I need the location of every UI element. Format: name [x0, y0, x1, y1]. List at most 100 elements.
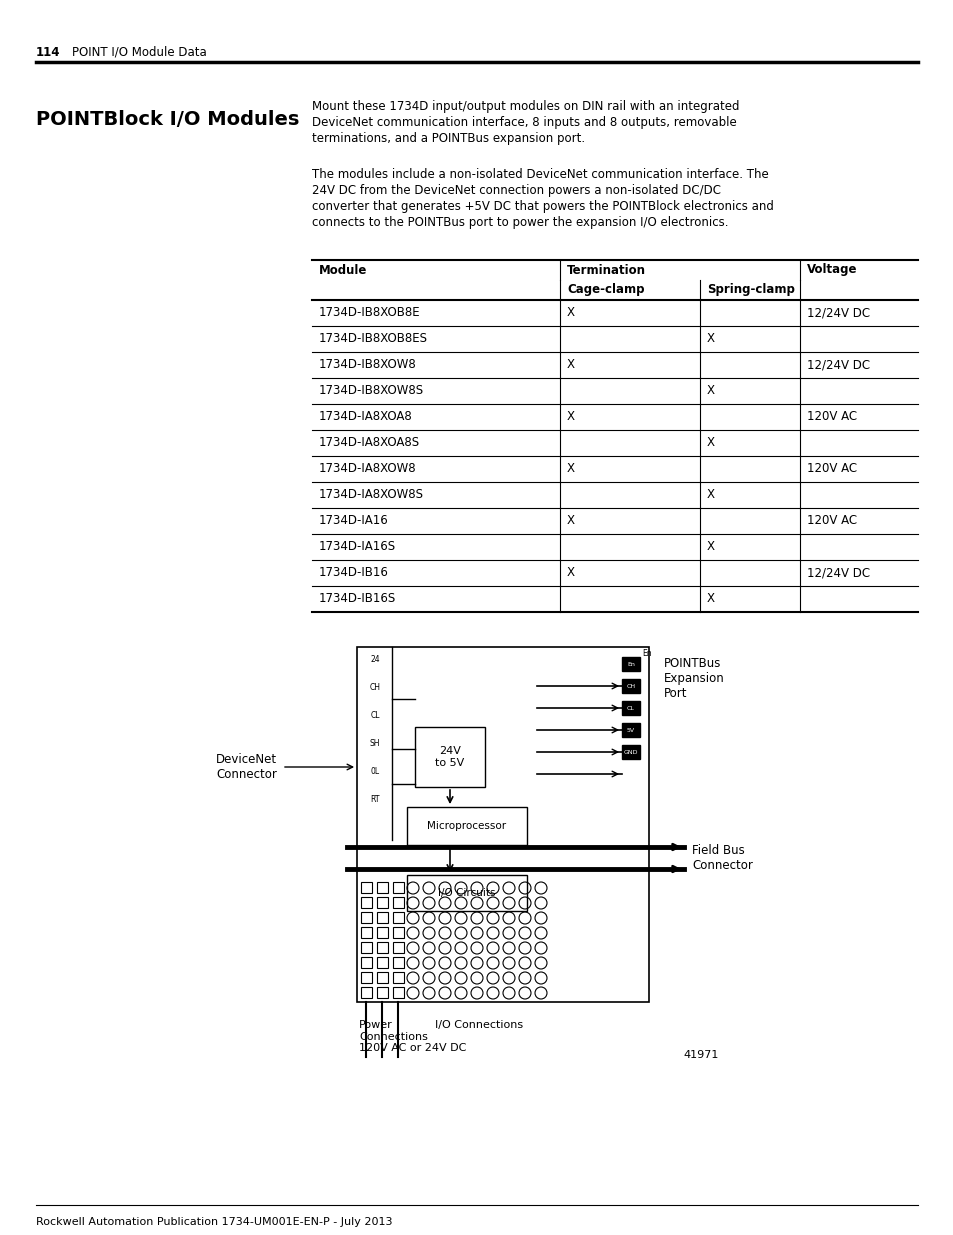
- Text: POINTBlock I/O Modules: POINTBlock I/O Modules: [36, 110, 299, 128]
- Text: 120V AC: 120V AC: [806, 515, 856, 527]
- Text: I/O Circuits: I/O Circuits: [437, 888, 496, 898]
- Bar: [356, 647, 648, 1002]
- Text: 1734D-IA8XOA8S: 1734D-IA8XOA8S: [318, 436, 419, 450]
- Text: Module: Module: [318, 263, 367, 277]
- Text: 1734D-IB8XOB8E: 1734D-IB8XOB8E: [318, 306, 420, 320]
- Text: CL: CL: [626, 705, 635, 710]
- Text: Mount these 1734D input/output modules on DIN rail with an integrated: Mount these 1734D input/output modules o…: [312, 100, 739, 112]
- Bar: [393, 882, 403, 893]
- Bar: [376, 987, 388, 998]
- Text: 1734D-IB8XOW8: 1734D-IB8XOW8: [318, 358, 416, 372]
- Text: 1734D-IA8XOW8S: 1734D-IA8XOW8S: [318, 489, 423, 501]
- Bar: [360, 897, 372, 908]
- Text: X: X: [566, 358, 575, 372]
- Text: X: X: [706, 541, 714, 553]
- Bar: [621, 657, 639, 671]
- Text: 1734D-IB16S: 1734D-IB16S: [318, 593, 395, 605]
- Bar: [360, 972, 372, 983]
- Bar: [376, 942, 388, 953]
- Bar: [360, 927, 372, 939]
- Circle shape: [366, 678, 384, 697]
- Text: 1734D-IA16S: 1734D-IA16S: [318, 541, 395, 553]
- Text: SH: SH: [370, 739, 380, 747]
- Bar: [393, 911, 403, 923]
- Text: CH: CH: [626, 683, 635, 688]
- Text: Rockwell Automation Publication 1734-UM001E-EN-P - July 2013: Rockwell Automation Publication 1734-UM0…: [36, 1216, 392, 1228]
- Bar: [393, 987, 403, 998]
- Text: CL: CL: [370, 710, 379, 720]
- Text: Microprocessor: Microprocessor: [427, 821, 506, 831]
- Text: Voltage: Voltage: [806, 263, 857, 277]
- Text: 5V: 5V: [626, 727, 635, 732]
- Bar: [621, 679, 639, 693]
- Bar: [376, 927, 388, 939]
- Text: I/O Connections: I/O Connections: [435, 1020, 522, 1030]
- Text: terminations, and a POINTBus expansion port.: terminations, and a POINTBus expansion p…: [312, 132, 584, 144]
- Text: X: X: [566, 410, 575, 424]
- Bar: [376, 882, 388, 893]
- Bar: [360, 987, 372, 998]
- Bar: [376, 897, 388, 908]
- Text: 41971: 41971: [683, 1050, 719, 1060]
- Text: 12/24V DC: 12/24V DC: [806, 358, 869, 372]
- Text: X: X: [706, 593, 714, 605]
- Bar: [360, 882, 372, 893]
- Text: X: X: [566, 306, 575, 320]
- Bar: [393, 957, 403, 968]
- Bar: [393, 942, 403, 953]
- Text: 1734D-IA8XOA8: 1734D-IA8XOA8: [318, 410, 413, 424]
- Text: Cage-clamp: Cage-clamp: [566, 284, 644, 296]
- Text: POINT I/O Module Data: POINT I/O Module Data: [71, 46, 207, 58]
- Text: X: X: [706, 436, 714, 450]
- Text: Termination: Termination: [566, 263, 645, 277]
- Text: DeviceNet communication interface, 8 inputs and 8 outputs, removable: DeviceNet communication interface, 8 inp…: [312, 116, 736, 128]
- Bar: [393, 927, 403, 939]
- Circle shape: [366, 734, 384, 752]
- Text: 1734D-IA16: 1734D-IA16: [318, 515, 388, 527]
- Circle shape: [366, 650, 384, 668]
- Text: CH: CH: [369, 683, 380, 692]
- Bar: [621, 722, 639, 737]
- Text: connects to the POINTBus port to power the expansion I/O electronics.: connects to the POINTBus port to power t…: [312, 216, 728, 228]
- Bar: [360, 911, 372, 923]
- Text: X: X: [706, 332, 714, 346]
- Bar: [621, 701, 639, 715]
- Bar: [393, 897, 403, 908]
- Text: POINTBus
Expansion
Port: POINTBus Expansion Port: [663, 657, 724, 700]
- Text: X: X: [566, 515, 575, 527]
- Bar: [415, 727, 484, 787]
- Text: Power
Connections
120V AC or 24V DC: Power Connections 120V AC or 24V DC: [358, 1020, 466, 1053]
- Text: 12/24V DC: 12/24V DC: [806, 567, 869, 579]
- Text: Field Bus
Connector: Field Bus Connector: [691, 844, 752, 872]
- Bar: [407, 876, 526, 911]
- Text: 114: 114: [36, 46, 60, 58]
- Text: Spring-clamp: Spring-clamp: [706, 284, 794, 296]
- Bar: [376, 972, 388, 983]
- Text: En: En: [626, 662, 635, 667]
- Text: 24V
to 5V: 24V to 5V: [435, 746, 464, 768]
- Circle shape: [366, 762, 384, 781]
- Text: 24: 24: [370, 655, 379, 663]
- Bar: [376, 957, 388, 968]
- Text: X: X: [706, 384, 714, 398]
- Text: 1734D-IB8XOB8ES: 1734D-IB8XOB8ES: [318, 332, 428, 346]
- Circle shape: [366, 706, 384, 724]
- Text: 1734D-IA8XOW8: 1734D-IA8XOW8: [318, 462, 416, 475]
- Circle shape: [366, 790, 384, 808]
- Text: converter that generates +5V DC that powers the POINTBlock electronics and: converter that generates +5V DC that pow…: [312, 200, 773, 212]
- Text: RT: RT: [370, 794, 379, 804]
- Text: X: X: [566, 567, 575, 579]
- Bar: [407, 806, 526, 845]
- Text: 1734D-IB16: 1734D-IB16: [318, 567, 389, 579]
- Text: 24V DC from the DeviceNet connection powers a non-isolated DC/DC: 24V DC from the DeviceNet connection pow…: [312, 184, 720, 198]
- Text: X: X: [706, 489, 714, 501]
- Text: 120V AC: 120V AC: [806, 462, 856, 475]
- Bar: [360, 957, 372, 968]
- Text: 12/24V DC: 12/24V DC: [806, 306, 869, 320]
- Text: 0L: 0L: [370, 767, 379, 776]
- Text: X: X: [566, 462, 575, 475]
- Text: DeviceNet
Connector: DeviceNet Connector: [215, 753, 276, 781]
- Text: 120V AC: 120V AC: [806, 410, 856, 424]
- Text: 1734D-IB8XOW8S: 1734D-IB8XOW8S: [318, 384, 424, 398]
- Text: GND: GND: [623, 750, 638, 755]
